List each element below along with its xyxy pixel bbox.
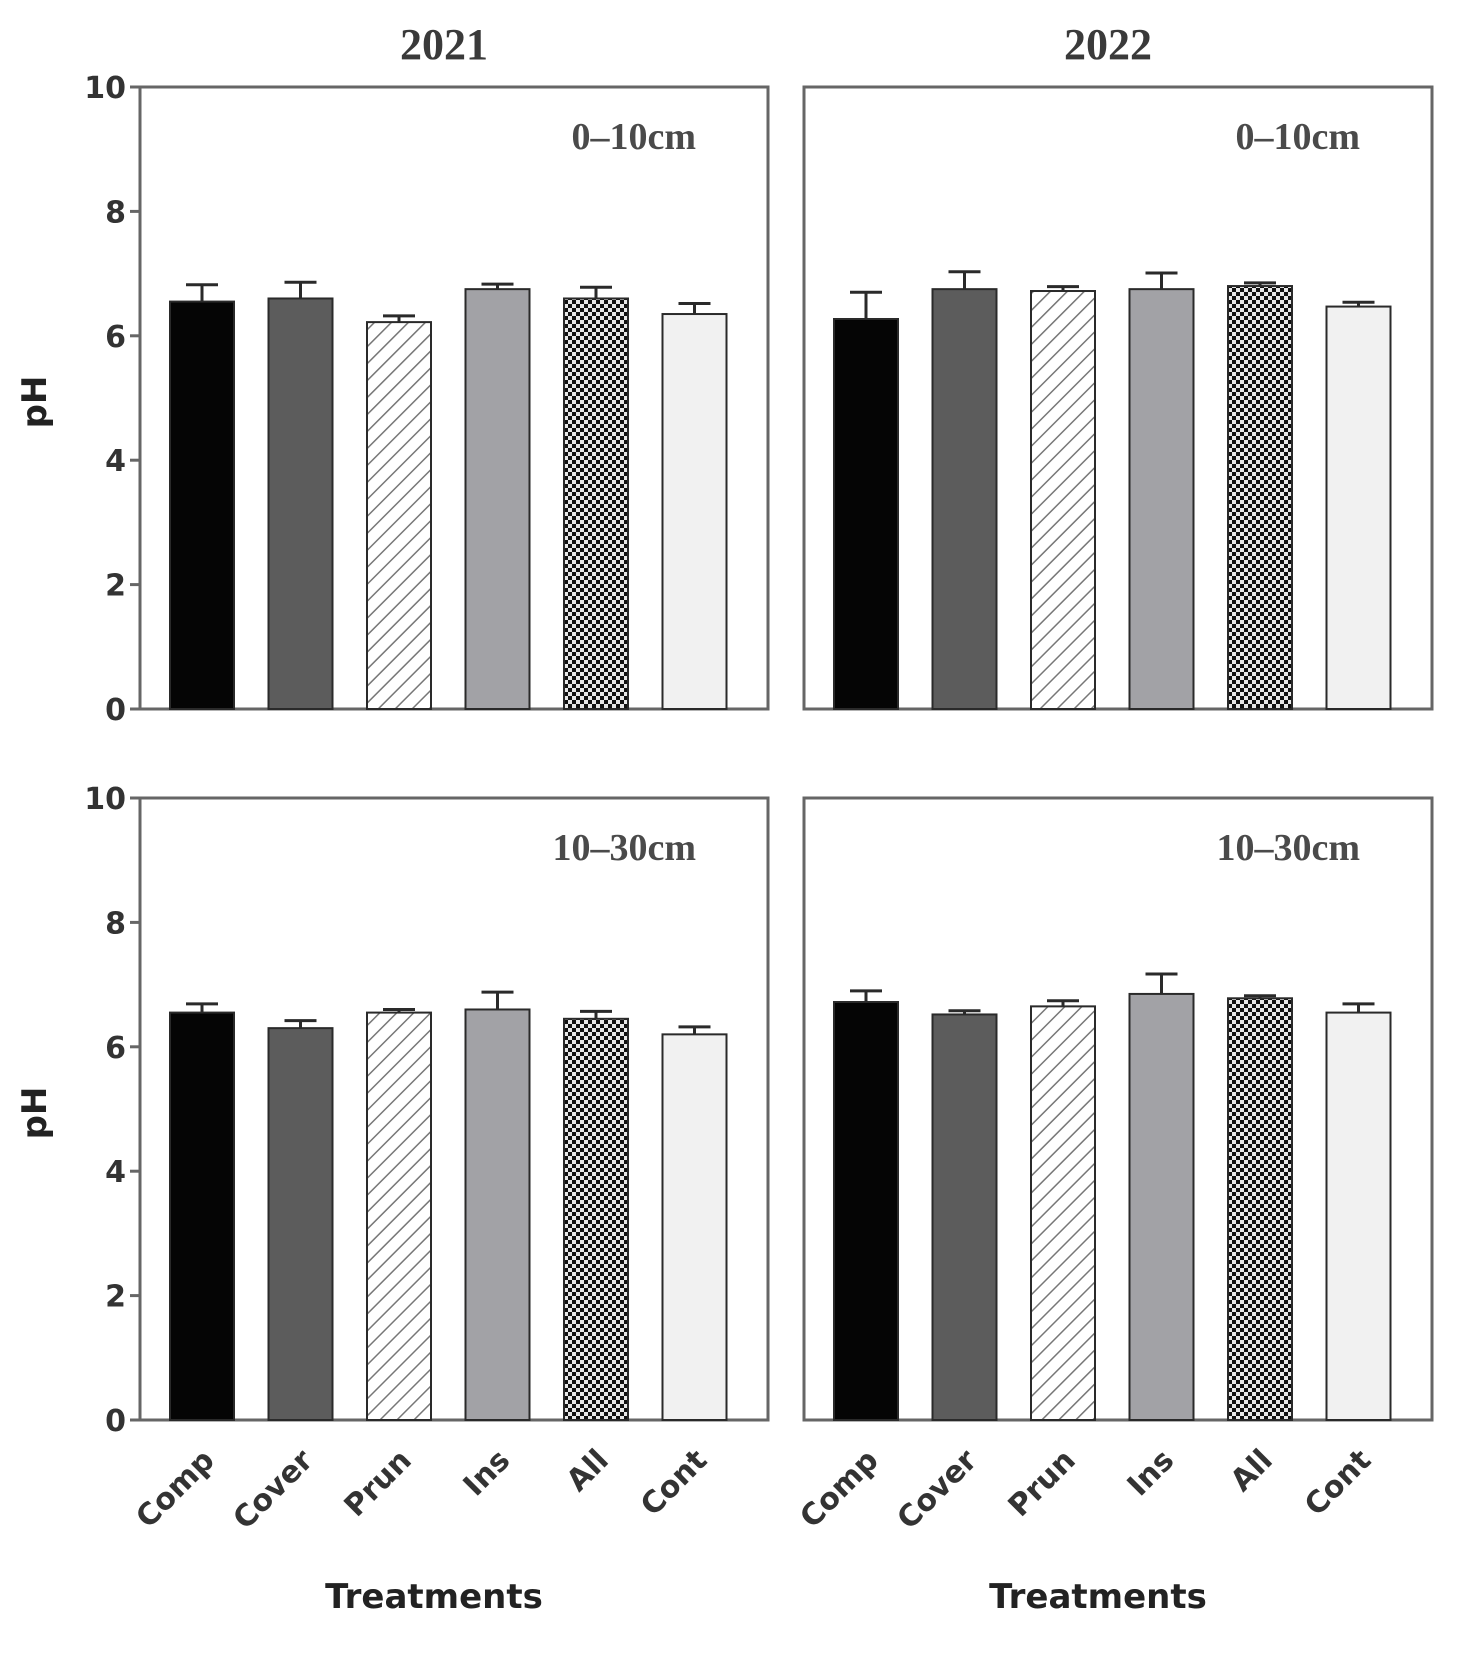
bar-comp [833,1001,899,1421]
x-tick-label: Cover [891,1443,985,1537]
chart-panel-1: 2021 0–10cm 0 2 4 6 8 10 pH [15,20,770,728]
y-tick-label: 4 [105,1155,126,1190]
plot-frame [802,85,1434,711]
bar-cover [267,297,334,710]
chart-panel-2: 2022 0–10cm [802,20,1434,711]
plot-frame [138,85,770,711]
bar-prun [366,1011,432,1422]
chart-panel-4: 10–30cm Comp Cover Prun Ins All Cont Treatments [793,796,1434,1617]
bar-all [563,1017,629,1421]
bar-all [1227,285,1293,710]
bar-cover [931,1013,998,1421]
bar-ins [1128,288,1195,710]
x-tick-label: Prun [1002,1443,1083,1524]
bar-cont [661,313,728,710]
bar-comp [169,300,235,710]
x-tick-label: Comp [793,1443,885,1535]
panel-title: 2022 [1064,20,1152,69]
y-tick-label: 8 [105,195,126,230]
bar-cover [931,288,998,710]
y-tick-label: 10 [84,71,126,106]
bar-all [1227,997,1293,1421]
y-tick-label: 6 [105,320,126,355]
depth-annotation: 10–30cm [552,827,696,869]
y-tick-label: 10 [84,782,126,817]
bar-comp [169,1011,235,1422]
x-tick-label: Cont [1298,1443,1378,1523]
bar-prun [1030,1005,1096,1421]
chart-panels: 2021 0–10cm 0 2 4 6 8 10 pH 2022 0–10cm 10–30cm 0 2 4 6… [15,20,1434,1617]
y-tick-label: 8 [105,906,126,941]
bar-ins [464,1008,531,1421]
x-tick-label: Comp [129,1443,221,1535]
bar-comp [833,318,899,710]
bar-ins [1128,992,1195,1421]
bar-prun [366,321,432,710]
y-tick-label: 2 [105,1280,126,1315]
panel-title: 2021 [400,20,488,69]
bar-cover [267,1027,334,1421]
x-axis-title: Treatments [325,1577,543,1617]
bar-cont [1325,1011,1392,1422]
x-tick-label: Ins [457,1443,517,1503]
x-tick-label: All [1224,1443,1280,1499]
bar-cont [1325,305,1392,710]
depth-annotation: 0–10cm [1235,116,1360,158]
bar-ins [464,288,531,710]
x-axis-title: Treatments [989,1577,1207,1617]
bar-all [563,297,629,710]
depth-annotation: 0–10cm [571,116,696,158]
y-tick-label: 6 [105,1031,126,1066]
y-tick-label: 0 [105,693,126,728]
y-tick-label: 2 [105,569,126,604]
y-axis-title: pH [15,376,55,429]
x-tick-label: Prun [338,1443,419,1524]
plot-frame [138,796,770,1422]
bar-cont [661,1033,728,1421]
depth-annotation: 10–30cm [1216,827,1360,869]
y-axis-title: pH [15,1087,55,1140]
bar-prun [1030,290,1096,710]
y-tick-label: 0 [105,1404,126,1439]
x-tick-label: Ins [1121,1443,1181,1503]
x-tick-label: All [560,1443,616,1499]
y-tick-label: 4 [105,444,126,479]
x-tick-label: Cover [227,1443,321,1537]
plot-frame [802,796,1434,1422]
x-tick-label: Cont [634,1443,714,1523]
chart-panel-3: 10–30cm 0 2 4 6 8 10 pH Comp Cover Prun Ins All Cont T… [15,782,770,1617]
